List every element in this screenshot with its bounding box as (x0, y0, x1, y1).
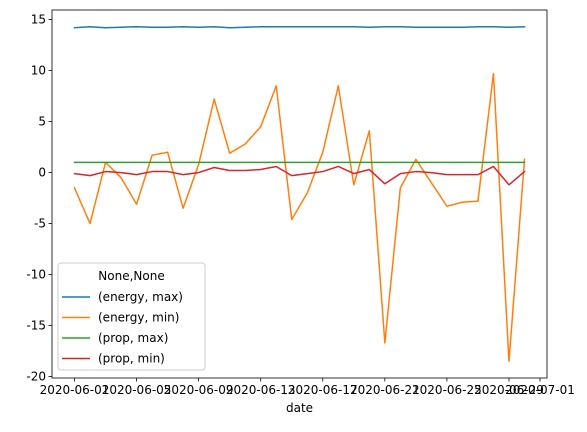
legend-label: (prop, min) (98, 352, 165, 366)
y-tick-label: -20 (26, 370, 46, 384)
x-tick-label: 2020-06-17 (288, 383, 358, 397)
series-line-4 (73, 165, 526, 186)
y-tick-label: -5 (34, 217, 46, 231)
legend-label: (energy, min) (98, 311, 179, 325)
legend-label: (energy, max) (98, 290, 183, 304)
y-tick-label: 15 (31, 13, 46, 27)
y-tick-label: -10 (26, 268, 46, 282)
x-tick-label: 2020-06-29 (474, 383, 544, 397)
x-tick-label: 2020-06-01 (40, 383, 110, 397)
x-tick-label: 2020-06-05 (102, 383, 172, 397)
legend-label: (prop, max) (98, 331, 168, 345)
x-tick-label: 2020-06-13 (226, 383, 296, 397)
legend-entries: (energy, max) (energy, min) (prop, max) (pr… (62, 290, 183, 366)
x-tick-label: 2020-07-01 (505, 383, 575, 397)
x-tick-label: 2020-06-25 (412, 383, 482, 397)
y-tick-label: 0 (38, 166, 46, 180)
plot-frame (51, 9, 548, 379)
series-line-2 (73, 72, 526, 363)
x-tick-label: 2020-06-21 (350, 383, 420, 397)
legend-title: None,None (98, 269, 164, 283)
legend: None,None (energy, max) (energy, min) (pro… (57, 262, 206, 371)
x-axis-label: date (286, 401, 313, 415)
y-tick-label: 10 (31, 64, 46, 78)
y-axis: -20 -15 -10 -5 0 5 10 15 (26, 13, 52, 384)
legend-box (57, 262, 206, 371)
y-tick-label: 5 (38, 115, 46, 129)
series-line-1 (73, 25, 526, 29)
x-tick-label: 2020-06-09 (164, 383, 234, 397)
series-layer (73, 25, 526, 363)
y-tick-label: -15 (26, 319, 46, 333)
x-axis: 2020-06-012020-06-052020-06-092020-06-13… (40, 378, 575, 397)
